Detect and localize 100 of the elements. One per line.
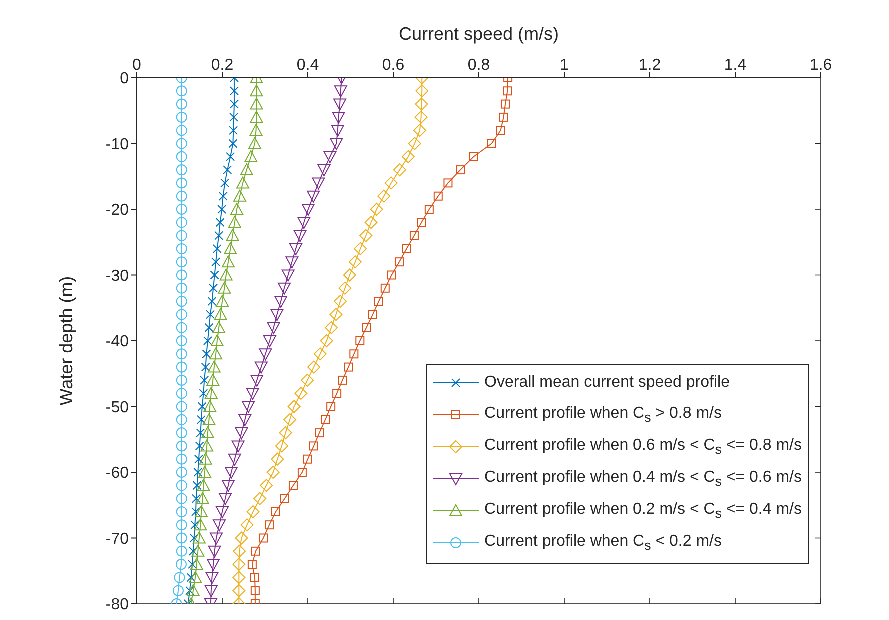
point [212, 258, 221, 267]
point [229, 126, 238, 136]
point [250, 84, 264, 97]
point [270, 309, 284, 322]
point [228, 454, 242, 466]
point [309, 442, 318, 451]
point [176, 532, 188, 544]
point [204, 387, 218, 400]
point [230, 203, 244, 215]
point [265, 520, 274, 530]
point [176, 204, 188, 215]
point [250, 573, 260, 582]
point [374, 297, 384, 306]
point [176, 401, 188, 412]
point [213, 520, 226, 532]
point [414, 124, 427, 138]
x-axis-title: Current speed (m/s) [398, 24, 560, 44]
point [362, 323, 372, 332]
point [330, 308, 343, 322]
point [176, 230, 188, 242]
legend-label: Current profile when C$_{s}$ > 0.8 m/s [484, 404, 722, 426]
point [198, 402, 207, 412]
point [199, 389, 208, 398]
point [271, 507, 280, 516]
point [290, 243, 303, 256]
point [230, 112, 239, 122]
point [444, 178, 453, 188]
point [203, 336, 212, 346]
point [298, 217, 311, 230]
point [298, 468, 307, 477]
point [331, 125, 344, 138]
point [499, 112, 508, 122]
point [324, 151, 337, 164]
point [209, 284, 218, 293]
point [330, 138, 344, 150]
point [307, 190, 320, 203]
point [408, 137, 422, 150]
x-tick-label: 0.4 [296, 57, 320, 74]
point [424, 205, 434, 214]
point [338, 282, 352, 295]
point [198, 466, 212, 478]
point [233, 544, 246, 558]
point [343, 268, 356, 282]
point [232, 440, 245, 453]
point [410, 231, 419, 240]
point [380, 284, 390, 293]
point [250, 374, 264, 387]
point [378, 190, 391, 203]
point [176, 322, 188, 334]
point [176, 546, 188, 557]
point [176, 520, 188, 531]
point [370, 203, 384, 216]
point [176, 440, 188, 452]
point [250, 586, 260, 596]
point [260, 479, 274, 492]
point [222, 256, 235, 268]
point [228, 139, 238, 148]
point [501, 100, 510, 109]
point [246, 388, 260, 400]
point [234, 190, 247, 202]
point [223, 166, 232, 175]
point [332, 112, 346, 124]
legend-label: Current profile when 0.6 m/s < C$_{s}$ <= 0.8 m/s [484, 436, 802, 458]
point [192, 481, 202, 490]
point [503, 86, 512, 96]
point [230, 100, 239, 109]
point [348, 256, 362, 269]
point [195, 442, 204, 451]
point [240, 164, 254, 176]
point [176, 296, 188, 308]
point [176, 270, 188, 281]
point [232, 584, 246, 598]
point [176, 506, 188, 518]
point [172, 585, 184, 596]
x-tick-label: 0.2 [211, 57, 234, 74]
point [176, 467, 188, 478]
point [176, 454, 188, 465]
point [286, 256, 299, 269]
point [334, 86, 348, 98]
x-tick-label: 1.2 [638, 57, 662, 74]
point [235, 428, 248, 440]
point [176, 336, 188, 346]
point [214, 308, 228, 320]
point [176, 374, 188, 386]
point [206, 374, 220, 386]
point [204, 585, 218, 598]
point [230, 86, 239, 96]
point [202, 413, 216, 426]
point [236, 176, 250, 189]
x-tick-label: 0.6 [382, 57, 405, 74]
point [232, 571, 246, 584]
point [176, 151, 188, 162]
point [266, 466, 280, 479]
point [250, 98, 264, 110]
point [301, 374, 314, 387]
point [393, 164, 406, 177]
point [208, 297, 217, 306]
point [208, 360, 221, 373]
point [254, 362, 268, 374]
point [216, 506, 229, 518]
